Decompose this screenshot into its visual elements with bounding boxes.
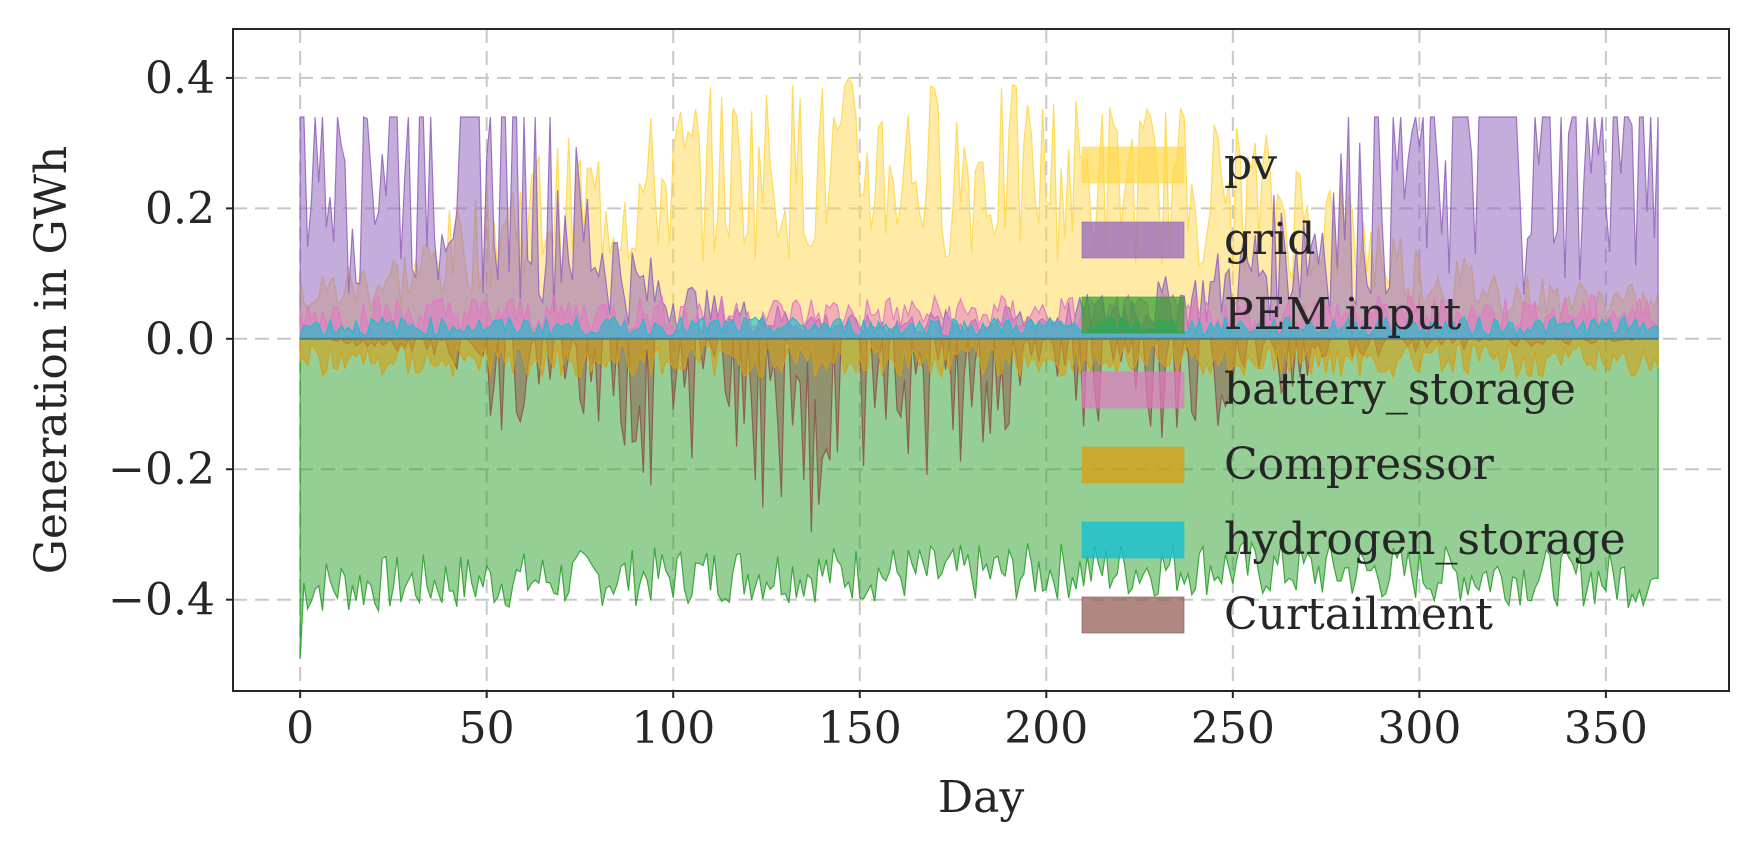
- legend-label: hydrogen_storage: [1224, 514, 1626, 565]
- legend-label: PEM input: [1224, 289, 1462, 340]
- x-axis-label: Day: [938, 772, 1025, 823]
- legend-swatch: [1081, 296, 1185, 334]
- legend-label: battery_storage: [1224, 364, 1576, 415]
- legend-label: Curtailment: [1224, 589, 1493, 640]
- x-tick-label: 100: [631, 703, 715, 754]
- x-tick-label: 200: [1004, 703, 1088, 754]
- y-axis-ticks: 0.4 0.2 0.0 −0.2 −0.4: [108, 53, 233, 626]
- y-tick-label: −0.4: [108, 575, 215, 626]
- y-tick-label: 0.0: [145, 314, 215, 365]
- series-areas: [299, 76, 1659, 659]
- legend-swatch: [1081, 371, 1185, 409]
- x-tick-label: 0: [286, 703, 314, 754]
- series-area-compressor: [299, 338, 1659, 380]
- legend: pv grid PEM input battery_storage Compressor…: [1081, 139, 1626, 640]
- legend-swatch: [1081, 596, 1185, 634]
- y-tick-label: −0.2: [108, 444, 215, 495]
- legend-label: pv: [1224, 139, 1277, 190]
- series-area-hydrogen-storage: [299, 314, 1659, 340]
- series-area-pem-input: [299, 338, 1659, 659]
- legend-swatch: [1081, 446, 1185, 484]
- y-tick-label: 0.2: [145, 183, 215, 234]
- legend-swatch: [1081, 146, 1185, 184]
- x-tick-label: 250: [1191, 703, 1275, 754]
- plot-frame: [232, 28, 1730, 692]
- legend-label: grid: [1224, 214, 1315, 265]
- legend-swatch: [1081, 521, 1185, 559]
- x-tick-label: 50: [459, 703, 515, 754]
- x-tick-label: 150: [818, 703, 902, 754]
- legend-label: Compressor: [1224, 439, 1495, 490]
- legend-swatch: [1081, 221, 1185, 259]
- y-tick-label: 0.4: [145, 53, 215, 104]
- x-axis-ticks: 0 50 100 150 200 250 300 350: [286, 691, 1648, 754]
- x-tick-label: 300: [1377, 703, 1461, 754]
- y-axis-label: Generation in GWh: [26, 146, 77, 575]
- x-tick-label: 350: [1564, 703, 1648, 754]
